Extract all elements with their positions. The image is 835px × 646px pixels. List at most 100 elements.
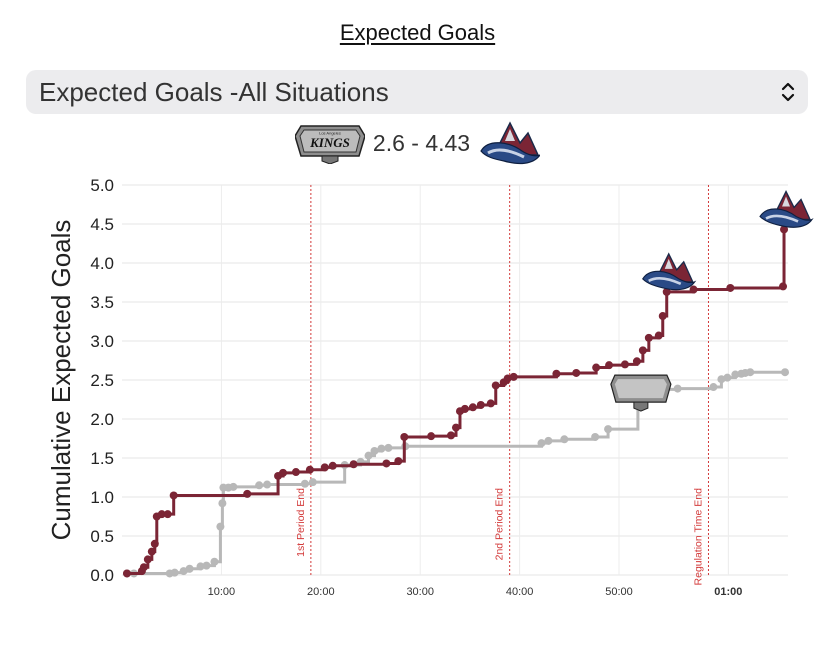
x-tick-label: 20:00	[307, 586, 335, 598]
data-point-avalanche	[279, 468, 288, 477]
data-point-kings	[218, 499, 227, 508]
data-point-avalanche	[486, 399, 495, 408]
avalanche-logo-snowcap	[782, 196, 791, 207]
y-tick-label: 3.5	[90, 293, 114, 312]
data-point-kings	[731, 370, 740, 379]
avalanche-logo-icon	[642, 252, 697, 291]
data-point-kings	[537, 439, 546, 448]
data-point-avalanche	[328, 461, 337, 470]
data-point-avalanche	[689, 285, 698, 294]
y-tick-label: 1.5	[90, 449, 114, 468]
data-point-kings	[377, 444, 386, 453]
data-point-avalanche	[400, 432, 409, 441]
kings-logo-inner	[614, 379, 667, 399]
avalanche-logo-icon	[759, 190, 814, 228]
data-point-kings	[370, 446, 379, 455]
data-point-kings	[255, 481, 264, 490]
goal-markers	[610, 190, 814, 412]
x-tick-label: 40:00	[506, 586, 534, 598]
y-tick-label: 2.0	[90, 410, 114, 429]
data-point-avalanche	[572, 368, 581, 377]
data-point-kings	[781, 368, 790, 377]
avalanche-logo-snowcap	[664, 258, 673, 269]
data-point-avalanche	[305, 465, 314, 474]
avalanche-logo-highlight	[765, 214, 799, 223]
data-point-avalanche	[491, 381, 500, 390]
y-axis-title: Cumulative Expected Goals	[46, 220, 76, 541]
data-point-kings	[185, 564, 194, 573]
y-tick-label: 0.5	[90, 527, 114, 546]
y-tick-label: 4.5	[90, 215, 114, 234]
data-point-avalanche	[139, 563, 148, 572]
situation-select[interactable]: Expected Goals -All Situations	[26, 70, 808, 114]
y-tick-label: 4.0	[90, 254, 114, 273]
data-point-avalanche	[169, 491, 178, 500]
data-point-avalanche	[638, 346, 647, 355]
data-point-avalanche	[620, 360, 629, 369]
data-point-kings	[673, 384, 682, 393]
score-header: Los Angeles KINGS 2.6 - 4.43	[0, 121, 835, 165]
data-point-kings	[196, 562, 205, 571]
data-point-avalanche	[509, 372, 518, 381]
data-point-avalanche	[552, 369, 561, 378]
data-point-avalanche	[726, 283, 735, 292]
y-tick-label: 0.0	[90, 566, 114, 585]
x-tick-label: 10:00	[208, 586, 236, 598]
score-text: 2.6 - 4.43	[372, 129, 471, 156]
data-point-avalanche	[460, 404, 469, 413]
chart-axes: 0.0 0.5 1.0 1.5 2.0 2.5 3.0 3.5 4.0 4.5 5.0 10:00 20…	[46, 176, 742, 598]
y-tick-label: 5.0	[90, 176, 114, 195]
data-point-avalanche	[451, 423, 460, 432]
data-point-avalanche	[394, 457, 403, 466]
situation-select-value: Expected Goals -All Situations	[39, 76, 389, 107]
data-point-avalanche	[780, 225, 789, 234]
avalanche-logo-icon	[480, 121, 541, 165]
data-point-kings	[364, 451, 373, 460]
data-point-avalanche	[658, 312, 667, 321]
data-point-avalanche	[382, 459, 391, 468]
xg-chart: 1st Period End 2nd Period End Regulation T…	[46, 176, 814, 598]
data-point-kings	[202, 561, 211, 570]
data-point-kings	[604, 425, 613, 434]
data-point-avalanche	[150, 539, 159, 548]
data-point-avalanche	[349, 460, 358, 469]
avalanche-logo-highlight	[648, 276, 682, 286]
data-point-kings	[746, 368, 755, 377]
data-point-avalanche	[157, 510, 166, 519]
data-point-kings	[544, 436, 553, 445]
y-tick-label: 3.0	[90, 332, 114, 351]
kings-logo-text: KINGS	[309, 135, 350, 150]
data-point-kings	[170, 568, 179, 577]
data-point-avalanche	[320, 463, 329, 472]
x-tick-label: 30:00	[406, 586, 434, 598]
series-line-kings	[126, 370, 786, 575]
period-annotations: 1st Period End 2nd Period End Regulation T…	[295, 185, 709, 585]
data-point-avalanche	[468, 403, 477, 412]
data-point-avalanche	[644, 333, 653, 342]
data-point-kings	[560, 435, 569, 444]
data-point-kings	[216, 522, 225, 531]
data-point-avalanche	[243, 489, 252, 498]
chevron-up-down-icon	[781, 82, 795, 102]
data-point-kings	[308, 478, 317, 487]
data-point-kings	[300, 479, 309, 488]
data-point-avalanche	[605, 361, 614, 370]
x-tick-label: 01:00	[714, 586, 742, 598]
y-tick-label: 1.0	[90, 488, 114, 507]
data-point-avalanche	[143, 555, 152, 564]
kings-logo-icon: Los Angeles KINGS	[294, 125, 365, 164]
data-point-avalanche	[147, 547, 156, 556]
data-point-avalanche	[662, 287, 671, 296]
data-point-avalanche	[163, 510, 172, 519]
chart-grid	[122, 184, 788, 576]
data-point-kings	[210, 557, 219, 566]
kings-logo-icon	[610, 374, 672, 412]
data-point-kings	[723, 373, 732, 382]
page-title: Expected Goals	[339, 20, 496, 45]
data-point-kings	[384, 443, 393, 452]
period-end-label: Regulation Time End	[692, 488, 704, 586]
data-point-avalanche	[447, 431, 456, 440]
data-point-avalanche	[122, 569, 131, 578]
data-point-avalanche	[632, 357, 641, 366]
data-point-kings	[709, 383, 718, 392]
